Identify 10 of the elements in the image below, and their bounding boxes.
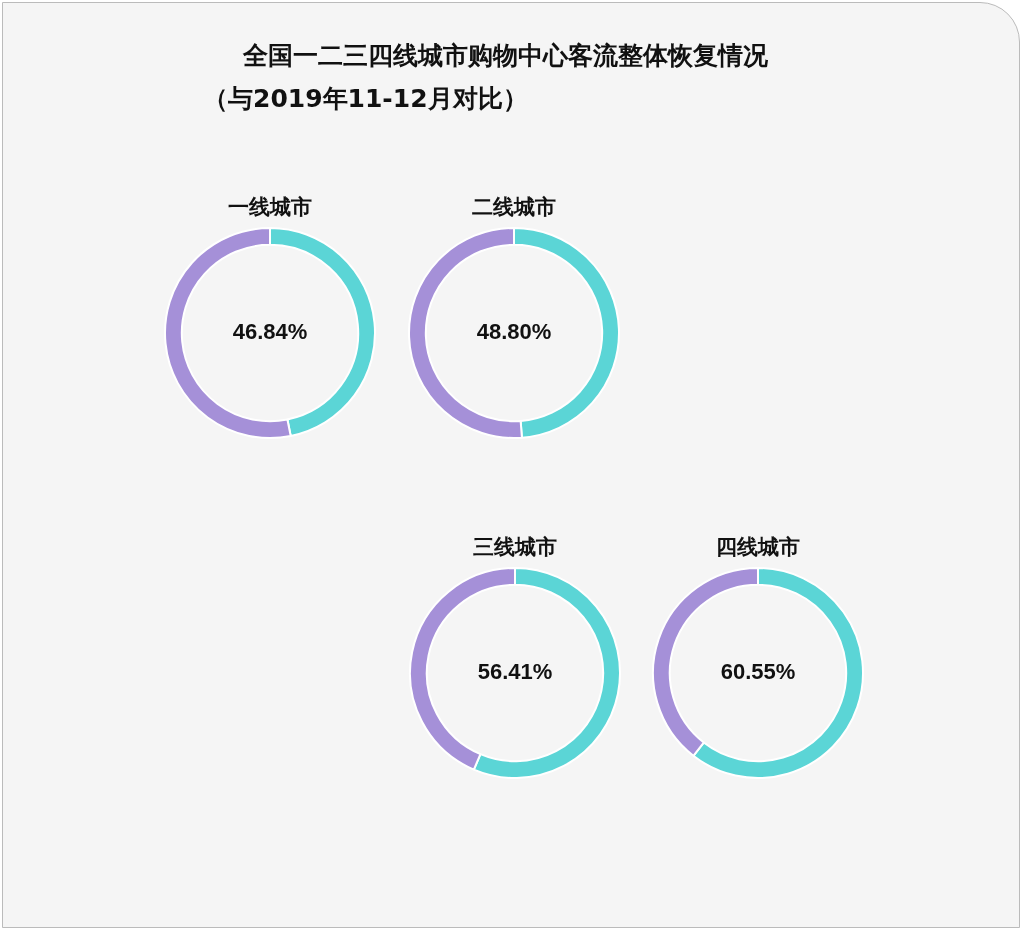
chart-title: 一线城市 xyxy=(227,194,313,221)
text: 全国一二三四线城市购物中心客流整体恢复情况 xyxy=(242,40,769,72)
data-label: 46.84% xyxy=(232,319,308,345)
data-label: 56.41% xyxy=(477,659,553,685)
chart-title: 二线城市 xyxy=(471,194,557,221)
chart-title: 三线城市 xyxy=(472,534,558,561)
data-label: 60.55% xyxy=(720,659,796,685)
text: （与2019年11-12月对比） xyxy=(203,83,529,115)
chart-title: 四线城市 xyxy=(715,534,801,561)
data-label: 48.80% xyxy=(476,319,552,345)
